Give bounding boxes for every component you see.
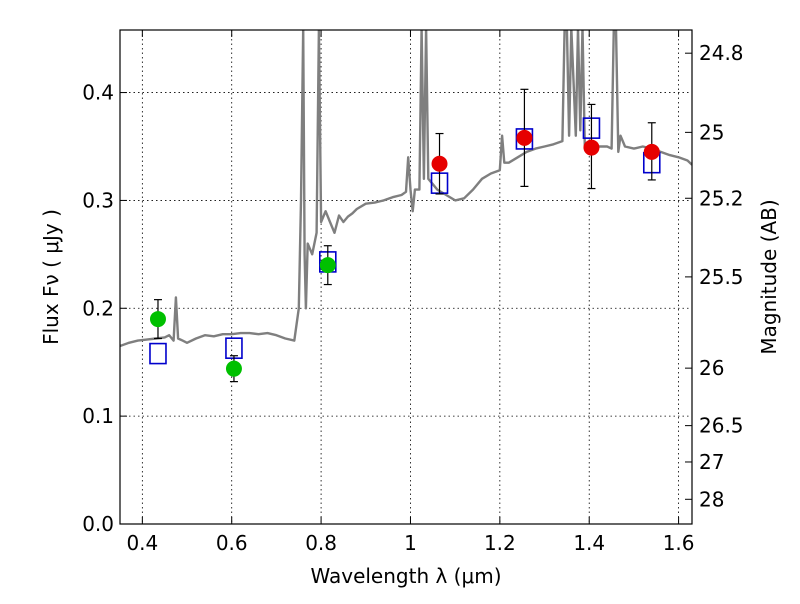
y2-axis-label: Magnitude (AB) bbox=[757, 199, 781, 354]
x-tick-label: 1 bbox=[404, 531, 417, 555]
photometry-point bbox=[319, 257, 336, 274]
y2-tick-label: 25 bbox=[699, 120, 724, 144]
photometry-point bbox=[225, 360, 242, 377]
y2-tick-label: 26.5 bbox=[699, 414, 744, 438]
photometry-point bbox=[431, 155, 448, 172]
photometry-point bbox=[583, 139, 600, 156]
y-tick-label: 0.3 bbox=[82, 188, 114, 212]
plot-area bbox=[120, 30, 692, 524]
y2-tick-label: 24.8 bbox=[699, 41, 744, 65]
markers bbox=[149, 88, 661, 383]
y2-tick-label: 27 bbox=[699, 450, 724, 474]
grid bbox=[120, 30, 692, 524]
photometry-point bbox=[149, 311, 166, 328]
y2-tick-label: 26 bbox=[699, 356, 724, 380]
model-flux-square bbox=[149, 342, 167, 365]
photometry-point bbox=[643, 143, 660, 160]
y-tick-label: 0.1 bbox=[82, 404, 114, 428]
x-tick-label: 0.6 bbox=[216, 531, 248, 555]
x-tick-label: 1.6 bbox=[663, 531, 695, 555]
ticks: 0.4 0.6 0.8 1 1.2 1.4 1.6 0.0 0.1 0.2 0.3 0.4 24.8 25… bbox=[82, 30, 744, 555]
x-tick-label: 1.2 bbox=[484, 531, 516, 555]
y2-tick-label: 25.2 bbox=[699, 186, 744, 210]
photometry-point bbox=[516, 129, 533, 146]
y-tick-label: 0.0 bbox=[82, 512, 114, 536]
y-axis-label: Flux Fν ( μJy ) bbox=[39, 209, 63, 345]
x-tick-label: 0.4 bbox=[126, 531, 158, 555]
x-axis-label: Wavelength λ (μm) bbox=[310, 564, 501, 588]
x-tick-label: 1.4 bbox=[573, 531, 605, 555]
x-tick-label: 0.8 bbox=[305, 531, 337, 555]
y2-tick-label: 28 bbox=[699, 487, 724, 511]
y2-tick-label: 25.5 bbox=[699, 265, 744, 289]
y-tick-label: 0.4 bbox=[82, 81, 114, 105]
y-tick-label: 0.2 bbox=[82, 296, 114, 320]
